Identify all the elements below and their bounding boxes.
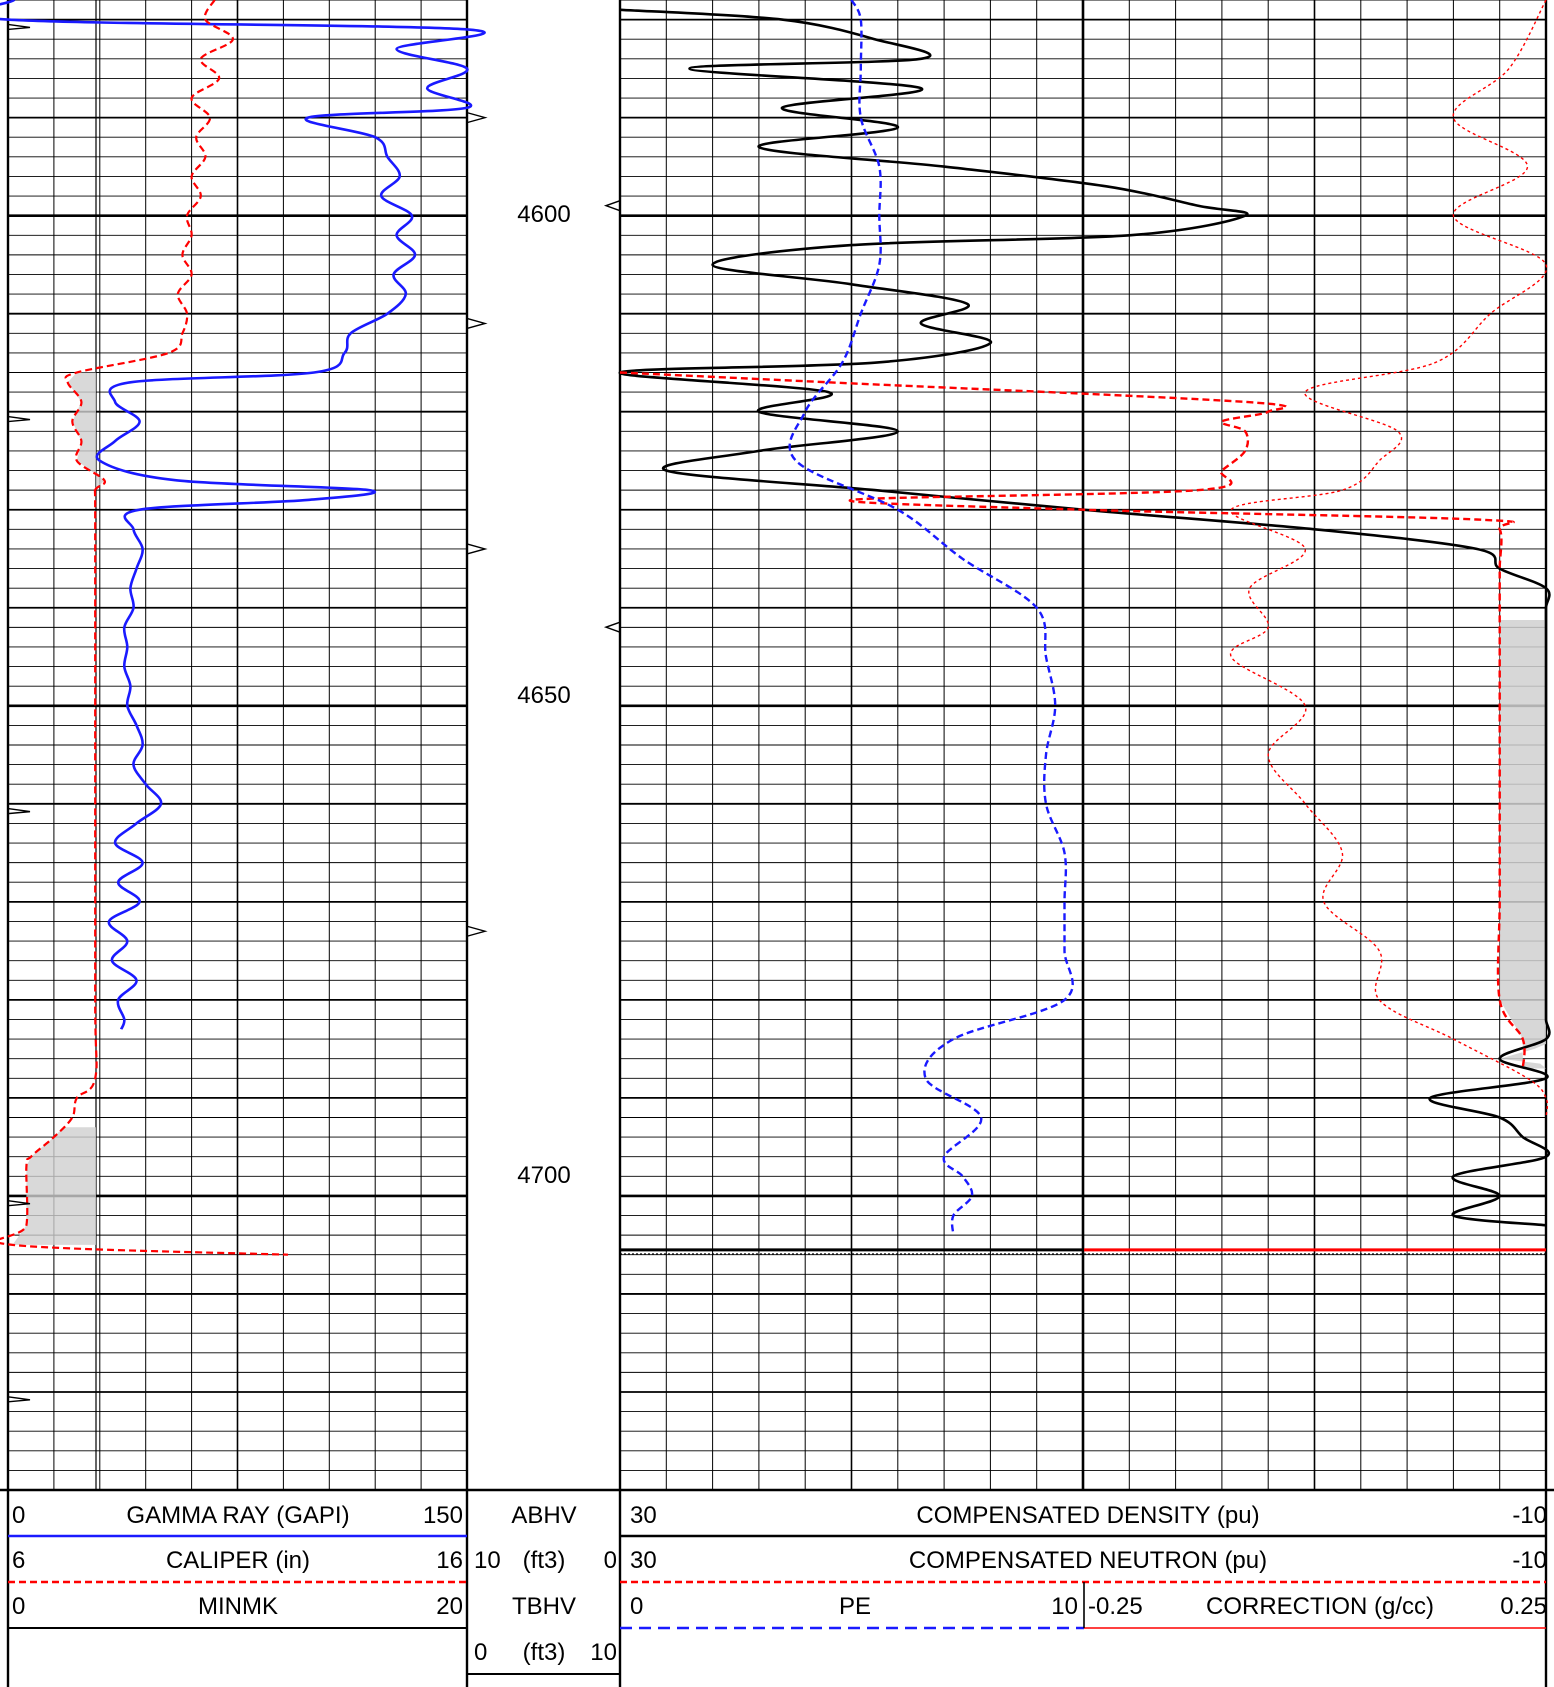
depth-tick-marker	[7, 807, 31, 815]
depth-tick-marker	[7, 1396, 31, 1403]
depth-tick-marker	[603, 199, 621, 212]
pe-max: 10	[1051, 1593, 1078, 1620]
minmk-min: 0	[12, 1593, 26, 1620]
depth-tick-marker	[7, 415, 31, 423]
abhv-label: ABHV	[511, 1502, 577, 1529]
depth-label-4700: 4700	[517, 1162, 571, 1189]
tbhv-max: 10	[590, 1639, 617, 1666]
tbhv-min: 0	[474, 1639, 488, 1666]
caliper-max: 16	[436, 1547, 463, 1574]
correction-max: 0.25	[1500, 1593, 1547, 1620]
abhv-min: 10	[474, 1547, 501, 1574]
tension-markers	[7, 23, 621, 1403]
density-label: COMPENSATED DENSITY (pu)	[916, 1502, 1260, 1529]
abhv-unit: (ft3)	[522, 1547, 566, 1574]
neutron-label: COMPENSATED NEUTRON (pu)	[908, 1547, 1268, 1574]
correction-min: -0.25	[1088, 1593, 1143, 1620]
header-legend-lines	[0, 1488, 1554, 1687]
curve-caliper-in	[0, 0, 289, 1256]
depth-tick-marker	[466, 925, 488, 937]
gamma-ray-label: GAMMA RAY (GAPI)	[126, 1502, 350, 1529]
minmk-max: 20	[436, 1593, 463, 1620]
tbhv-label: TBHV	[511, 1593, 577, 1620]
depth-tick-marker	[7, 1200, 31, 1207]
density-min: 30	[630, 1502, 657, 1529]
curves	[0, 0, 1551, 1256]
depth-tick-marker	[7, 23, 31, 31]
depth-tick-marker	[466, 111, 488, 124]
depth-label-4600: 4600	[517, 201, 571, 228]
neutron-max: -10	[1512, 1547, 1547, 1574]
depth-tick-marker	[466, 317, 488, 330]
pe-label: PE	[838, 1593, 872, 1620]
depth-tick-marker	[603, 621, 621, 633]
density-max: -10	[1512, 1502, 1547, 1529]
correction-label: CORRECTION (g/cc)	[1206, 1593, 1434, 1620]
caliper-label: CALIPER (in)	[165, 1547, 311, 1574]
tbhv-unit: (ft3)	[522, 1639, 566, 1666]
neutron-min: 30	[630, 1547, 657, 1574]
pe-min: 0	[630, 1593, 644, 1620]
gamma-ray-min: 0	[12, 1502, 26, 1529]
minmk-label: MINMK	[198, 1593, 278, 1620]
curve-compensated-neutron-pu	[619, 371, 1526, 1069]
gamma-ray-max: 150	[422, 1502, 463, 1529]
depth-label-4650: 4650	[517, 682, 571, 709]
grid	[6, 0, 1548, 1491]
caliper-min: 6	[12, 1547, 26, 1574]
depth-tick-marker	[466, 543, 488, 555]
abhv-max: 0	[603, 1547, 617, 1574]
curve-correction-g-cc	[1230, 0, 1549, 1118]
curve-compensated-density-pu	[618, 8, 1551, 1227]
curve-pe	[788, 0, 1074, 1236]
caliper-shade	[12, 1127, 97, 1245]
crossover-shade	[1198, 620, 1546, 1069]
curve-gamma-ray-gapi	[0, 0, 486, 1030]
